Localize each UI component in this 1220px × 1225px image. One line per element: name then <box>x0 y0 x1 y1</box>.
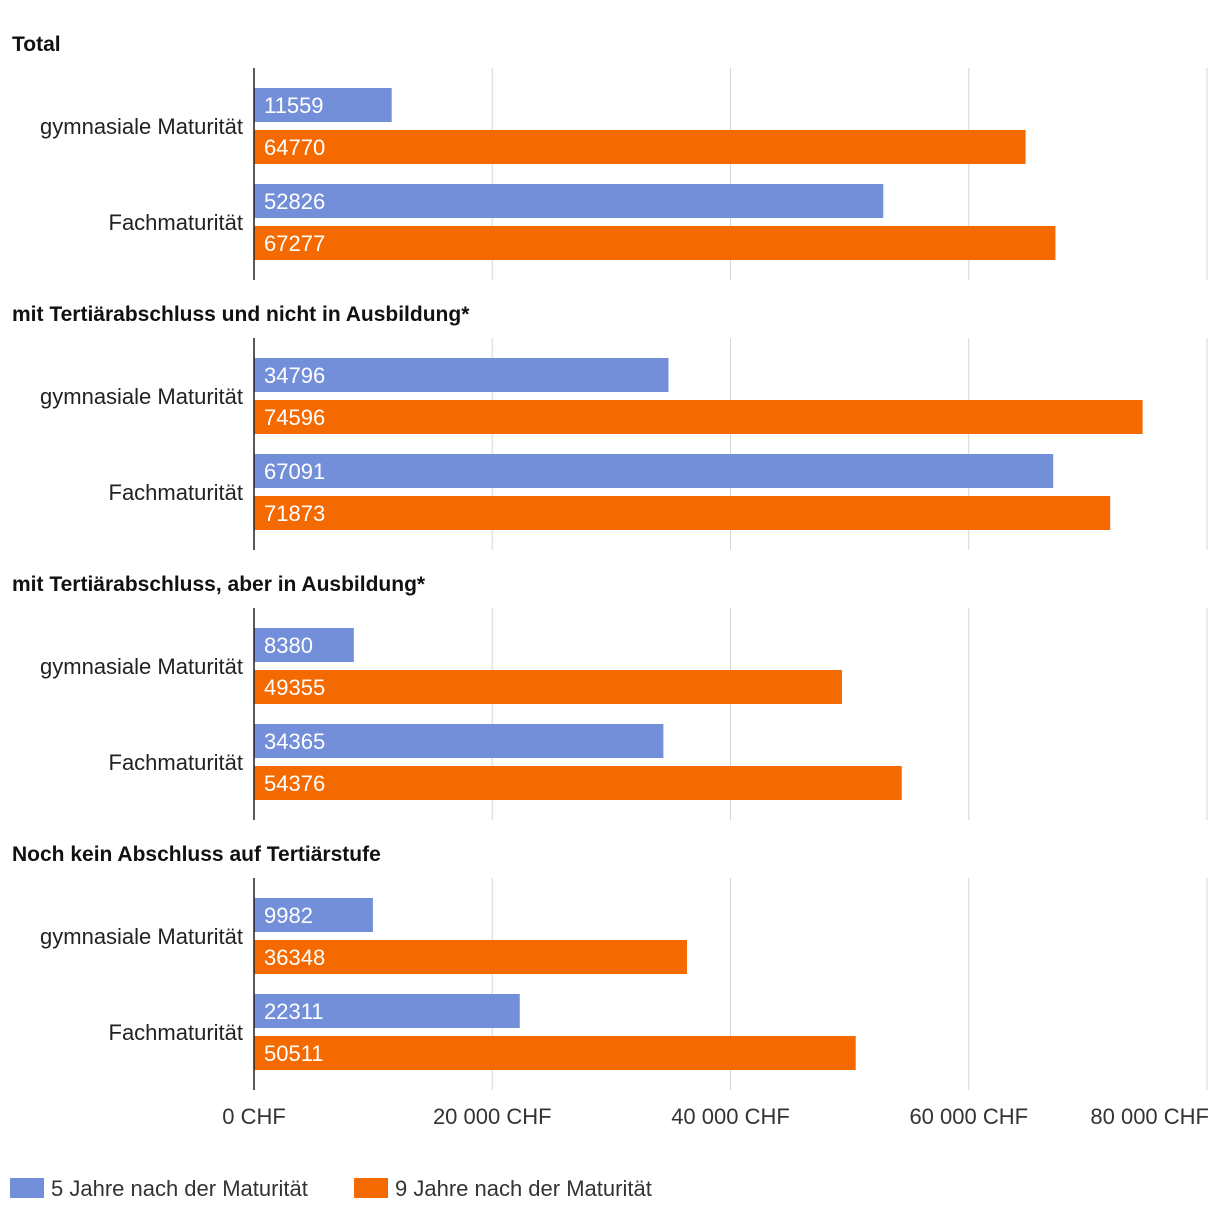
category-label: gymnasiale Maturität <box>40 654 243 679</box>
bar <box>254 358 669 392</box>
x-tick-label: 80 000 CHF <box>1090 1104 1209 1129</box>
bar-value-label: 8380 <box>264 633 313 658</box>
bar-value-label: 9982 <box>264 903 313 928</box>
category-label: Fachmaturität <box>109 210 244 235</box>
panel-title: Noch kein Abschluss auf Tertiärstufe <box>12 843 381 866</box>
x-tick-label: 40 000 CHF <box>671 1104 790 1129</box>
x-tick-label: 0 CHF <box>222 1104 286 1129</box>
bar-value-label: 50511 <box>264 1041 324 1066</box>
legend-label: 9 Jahre nach der Maturität <box>395 1176 652 1201</box>
category-label: gymnasiale Maturität <box>40 114 243 139</box>
bar-value-label: 49355 <box>264 675 325 700</box>
legend-label: 5 Jahre nach der Maturität <box>51 1176 308 1201</box>
bar-value-label: 22311 <box>264 999 324 1024</box>
bar <box>254 670 842 704</box>
bar-value-label: 11559 <box>264 93 324 118</box>
legend-swatch <box>10 1178 44 1198</box>
panel-title: mit Tertiärabschluss und nicht in Ausbil… <box>12 303 470 326</box>
bar <box>254 400 1143 434</box>
category-label: gymnasiale Maturität <box>40 924 243 949</box>
bar <box>254 226 1056 260</box>
bar <box>254 994 520 1028</box>
bar-value-label: 36348 <box>264 945 325 970</box>
legend-swatch <box>354 1178 388 1198</box>
bar <box>254 88 392 122</box>
bar-value-label: 67091 <box>264 459 325 484</box>
bar <box>254 454 1054 488</box>
bar-value-label: 54376 <box>264 771 325 796</box>
category-label: Fachmaturität <box>109 480 244 505</box>
x-tick-label: 60 000 CHF <box>909 1104 1028 1129</box>
bar <box>254 724 664 758</box>
bar-value-label: 64770 <box>264 135 325 160</box>
bar-value-label: 74596 <box>264 405 325 430</box>
category-label: Fachmaturität <box>109 1020 244 1045</box>
bar <box>254 496 1111 530</box>
bar-value-label: 34365 <box>264 729 325 754</box>
bar <box>254 130 1026 164</box>
panel-title: Total <box>12 33 61 56</box>
bar <box>254 940 687 974</box>
category-label: gymnasiale Maturität <box>40 384 243 409</box>
bar <box>254 184 884 218</box>
bar <box>254 1036 856 1070</box>
bar <box>254 898 373 932</box>
bar-value-label: 34796 <box>264 363 325 388</box>
category-label: Fachmaturität <box>109 750 244 775</box>
bar <box>254 628 354 662</box>
panel-title: mit Tertiärabschluss, aber in Ausbildung… <box>12 573 426 596</box>
bar <box>254 766 902 800</box>
bar-value-label: 71873 <box>264 501 325 526</box>
bar-value-label: 67277 <box>264 231 325 256</box>
bar-value-label: 52826 <box>264 189 325 214</box>
x-tick-label: 20 000 CHF <box>433 1104 552 1129</box>
